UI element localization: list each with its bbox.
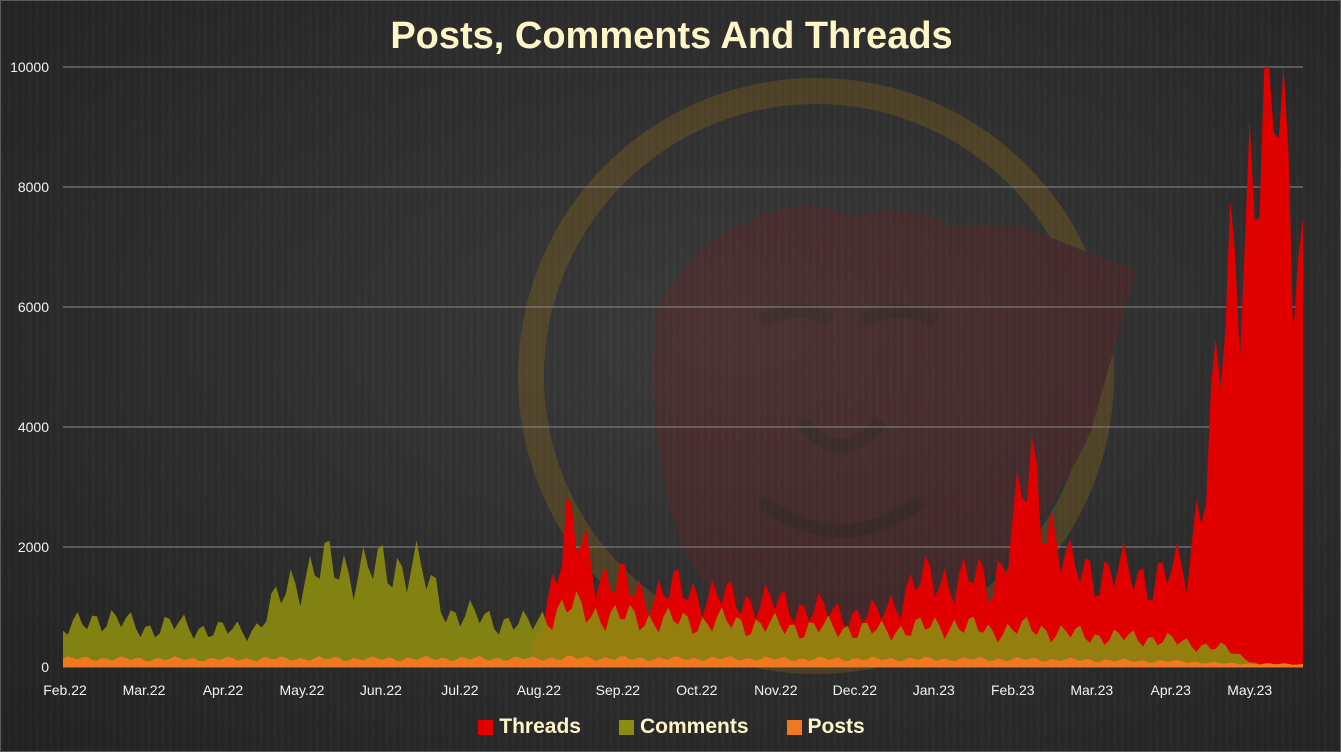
area-posts — [63, 655, 1303, 667]
legend-swatch-posts — [786, 719, 802, 735]
x-tick-label: Jun.22 — [360, 682, 402, 698]
x-axis-ticks: Feb.22 Mar.22 Apr.22 May.22 Jun.22 Jul.22 Aug.… — [43, 682, 1272, 698]
area-threads — [63, 67, 1303, 667]
y-tick-label: 4000 — [18, 419, 49, 435]
y-tick-label: 0 — [41, 659, 49, 675]
x-tick-label: Jan.23 — [913, 682, 955, 698]
x-tick-label: Feb.22 — [43, 682, 87, 698]
legend-item-threads: Threads — [478, 715, 581, 739]
legend-swatch-threads — [478, 719, 494, 735]
y-tick-label: 10000 — [10, 59, 49, 75]
x-tick-label: Feb.23 — [991, 682, 1035, 698]
x-tick-label: Apr.23 — [1150, 682, 1191, 698]
x-tick-label: Nov.22 — [754, 682, 798, 698]
x-tick-label: May.22 — [280, 682, 325, 698]
legend-item-comments: Comments — [618, 715, 749, 739]
x-tick-label: Dec.22 — [833, 682, 878, 698]
area-series — [63, 67, 1303, 667]
y-tick-label: 8000 — [18, 179, 49, 195]
legend-item-posts: Posts — [786, 715, 865, 739]
x-tick-label: Oct.22 — [676, 682, 717, 698]
x-tick-label: Mar.22 — [123, 682, 166, 698]
chart-title: Posts, Comments And Threads — [390, 15, 953, 57]
x-tick-label: Apr.22 — [203, 682, 244, 698]
grid-lines — [63, 66, 1303, 668]
area-comments — [63, 540, 1303, 667]
legend: Threads Comments Posts — [1, 715, 1340, 739]
legend-label-comments: Comments — [639, 715, 749, 738]
legend-label-threads: Threads — [499, 715, 581, 738]
legend-swatch-comments — [618, 719, 634, 735]
legend-label-posts: Posts — [807, 715, 865, 738]
y-axis-ticks: 0 2000 4000 6000 8000 10000 — [10, 59, 49, 675]
x-tick-label: May.23 — [1227, 682, 1272, 698]
x-tick-label: Jul.22 — [441, 682, 479, 698]
x-tick-label: Mar.23 — [1070, 682, 1113, 698]
y-tick-label: 2000 — [18, 539, 49, 555]
y-tick-label: 6000 — [18, 299, 49, 315]
x-tick-label: Sep.22 — [596, 682, 641, 698]
x-tick-label: Aug.22 — [517, 682, 562, 698]
